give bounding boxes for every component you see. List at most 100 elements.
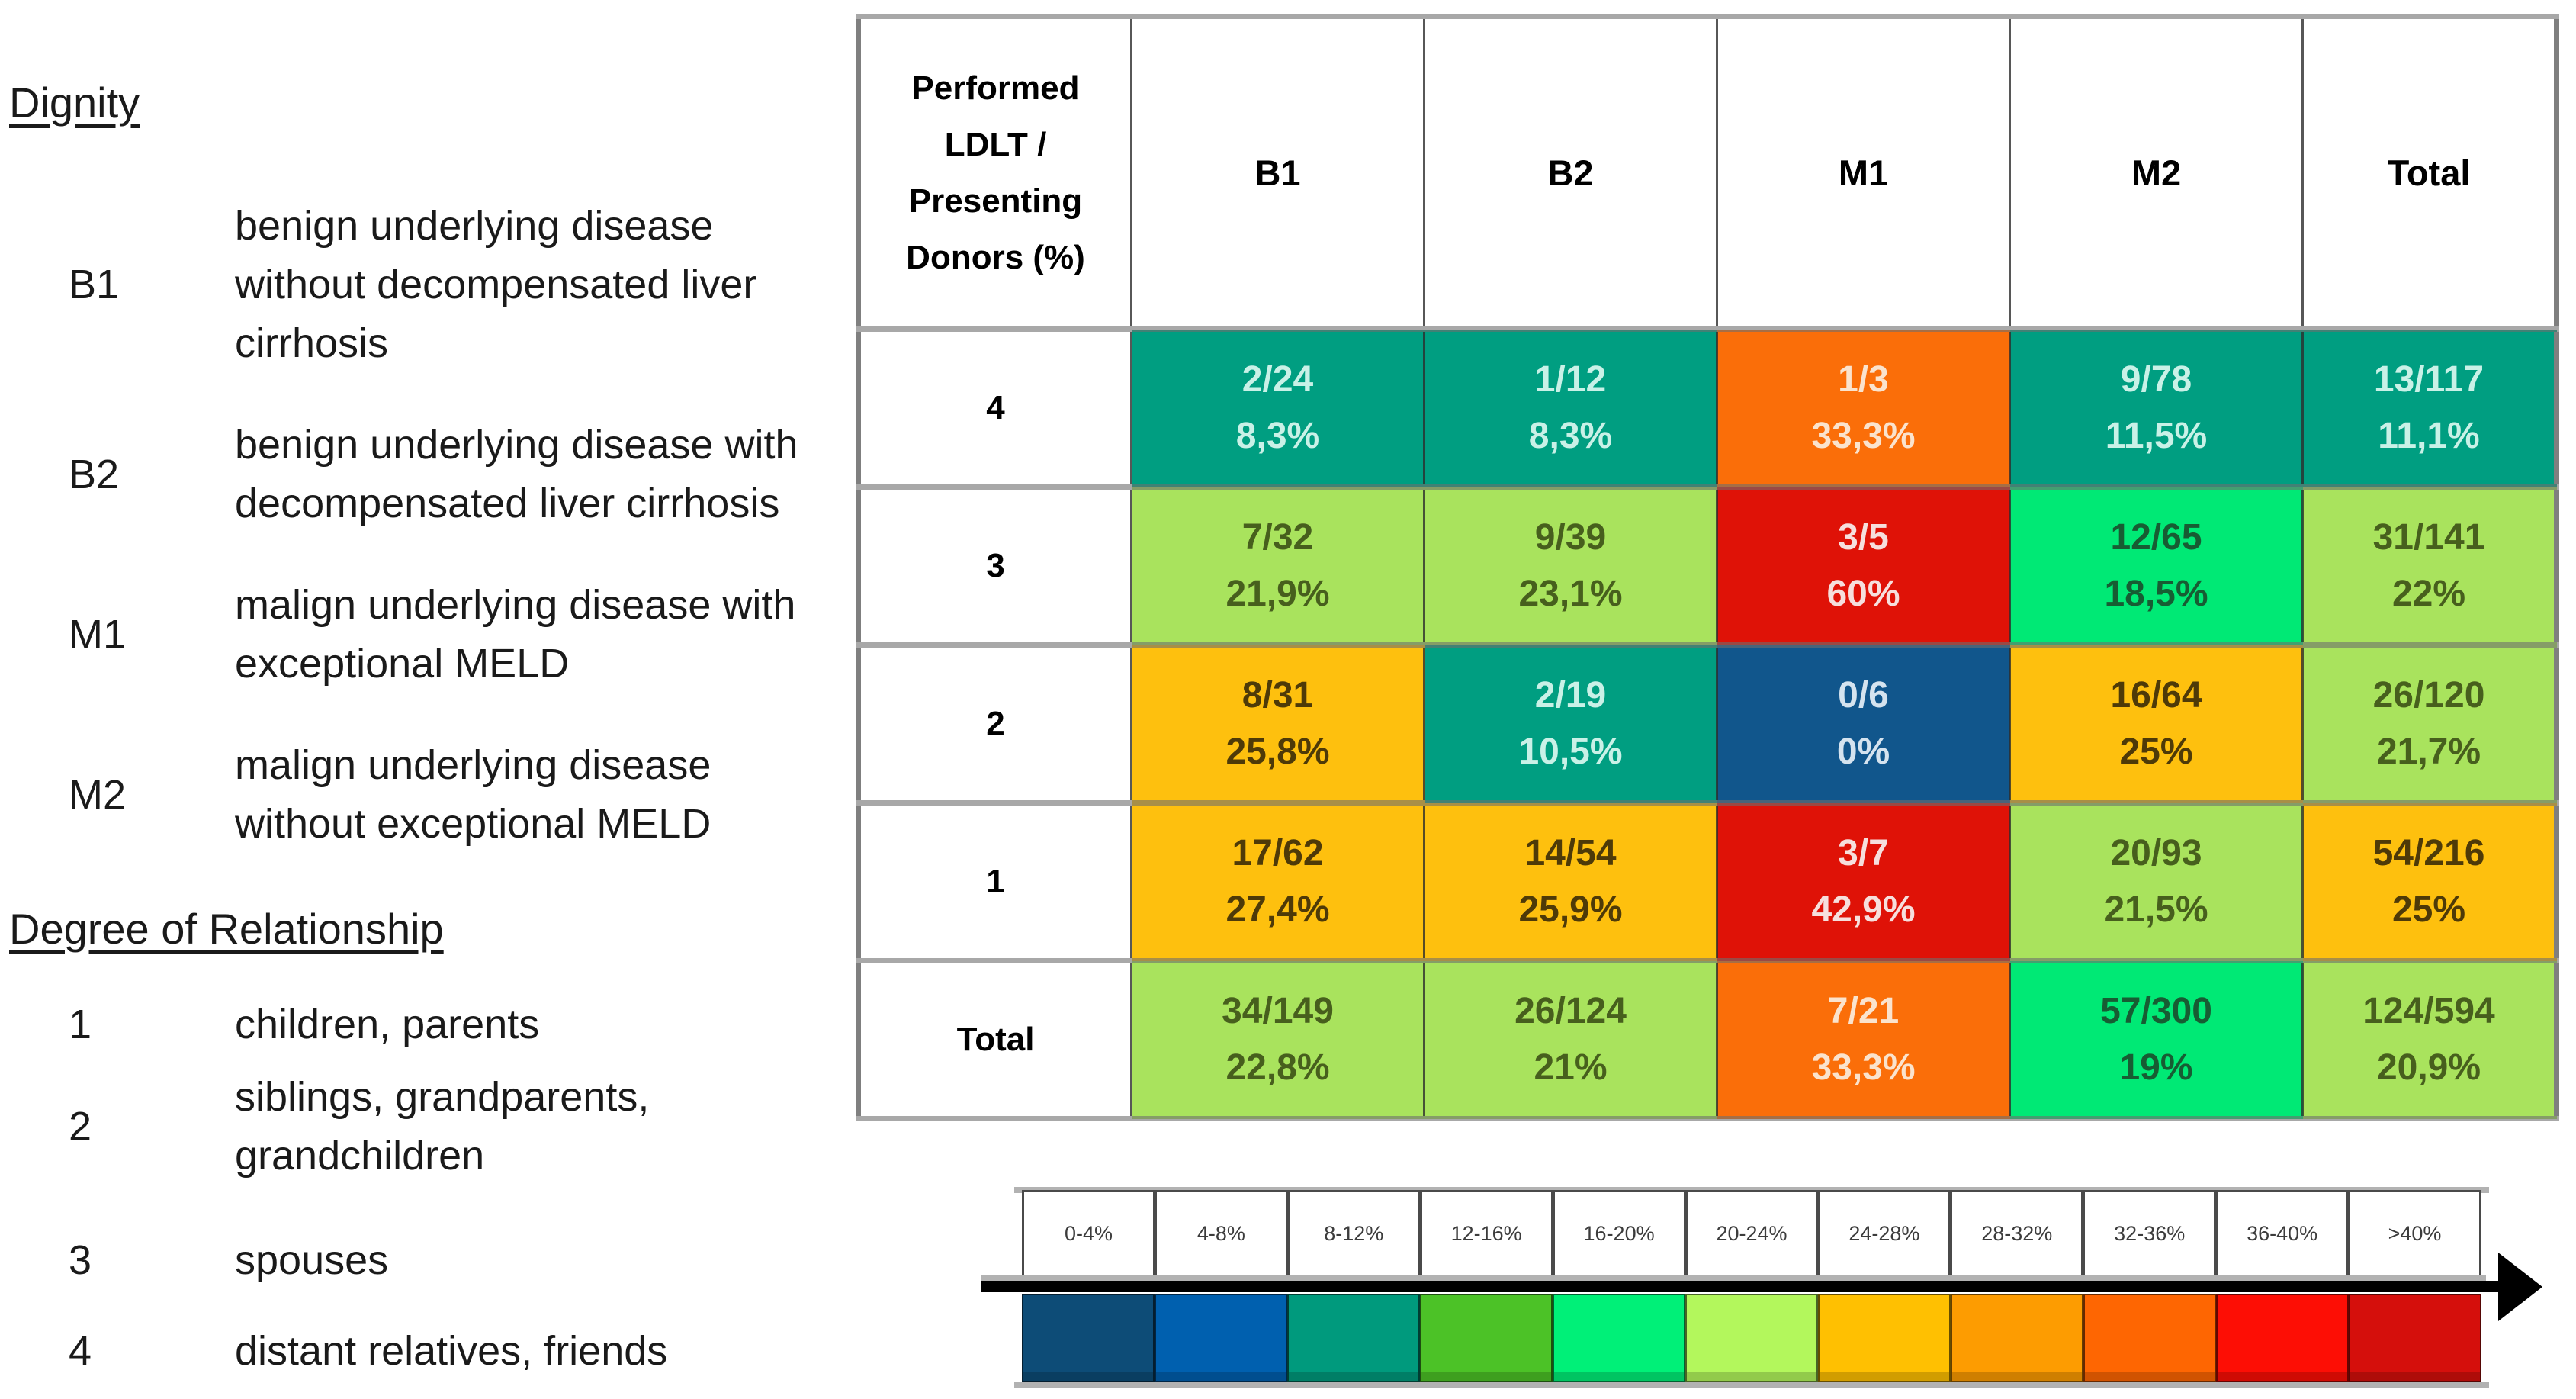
relationship-item-list: 1 children, parents 2 siblings, grandparent… <box>9 995 854 1381</box>
cell-percent: 20,9% <box>2376 1047 2481 1088</box>
scale-bin-label-text: 36-40% <box>2247 1221 2318 1245</box>
cell-3-B1: 7/32 21,9% <box>1130 484 1425 648</box>
legend-desc-line: benign underlying disease with <box>235 422 798 468</box>
cell-4-Total: 13/117 11,1% <box>2301 326 2558 490</box>
column-header-M2: M2 <box>2009 14 2304 332</box>
cell-percent: 0% <box>1836 732 1890 772</box>
cell-percent: 25,8% <box>1225 732 1330 772</box>
row-label-3: 3 <box>857 484 1132 648</box>
scale-bin-label-text: 28-32% <box>1981 1221 2053 1245</box>
cell-percent: 11,1% <box>2378 416 2480 456</box>
heatmap-container: Performed LDLT / Presenting Donors (%) B1… <box>856 14 2559 1121</box>
scale-bin-label: 24-28% <box>1818 1190 1951 1277</box>
cell-fraction: 9/78 <box>2120 359 2192 400</box>
legend-item: 1 children, parents <box>9 995 854 1054</box>
cell-3-B2: 9/39 23,1% <box>1423 484 1718 648</box>
scale-color-swatch <box>2349 1294 2481 1382</box>
cell-Total-M2: 57/300 19% <box>2009 958 2304 1121</box>
dignity-heading: Dignity <box>9 79 140 127</box>
cell-fraction: 26/120 <box>2372 675 2485 716</box>
legend-desc-line: children, parents <box>235 1002 540 1047</box>
cell-fraction: 0/6 <box>1838 675 1889 716</box>
cell-2-B1: 8/31 25,8% <box>1130 642 1425 806</box>
legend-desc-line: exceptional MELD <box>235 641 570 687</box>
legend-item: 4 distant relatives, friends <box>9 1322 854 1381</box>
cell-percent: 25% <box>2119 732 2193 772</box>
legend-item-code: M1 <box>69 611 127 658</box>
cell-fraction: 3/5 <box>1838 517 1889 558</box>
legend-item-desc: siblings, grandparents, grandchildren <box>235 1068 854 1185</box>
cell-fraction: 54/216 <box>2372 833 2485 873</box>
cell-Total-B2: 26/124 21% <box>1423 958 1718 1121</box>
cell-percent: 33,3% <box>1811 1047 1916 1088</box>
legend-desc-line: siblings, grandparents, <box>235 1074 650 1120</box>
cell-1-M2: 20/93 21,5% <box>2009 800 2304 963</box>
cell-1-B1: 17/62 27,4% <box>1130 800 1425 963</box>
column-header-B2: B2 <box>1423 14 1718 332</box>
legend-desc-line: cirrhosis <box>235 320 389 366</box>
legend-item: M2 malign underlying disease without excep… <box>9 736 854 854</box>
scale-color-swatch <box>1420 1294 1553 1382</box>
legend-item-desc: benign underlying disease with decompensa… <box>235 416 854 533</box>
legend-desc-line: distant relatives, friends <box>235 1328 668 1374</box>
category-legend: Dignity B1 benign underlying disease witho… <box>9 73 854 1381</box>
scale-bin-label: 36-40% <box>2216 1190 2350 1277</box>
cell-Total-Total: 124/594 20,9% <box>2301 958 2558 1121</box>
cell-percent: 21,9% <box>1225 574 1330 614</box>
scale-bin-labels: 0-4% 4-8% 8-12% 12-16% 16-20% 20-24% 24-28% 28-… <box>1022 1190 2481 1277</box>
row-label-1: 1 <box>857 800 1132 963</box>
scale-color-band <box>1022 1294 2481 1382</box>
cell-3-M2: 12/65 18,5% <box>2009 484 2304 648</box>
cell-percent: 25,9% <box>1518 889 1623 930</box>
scale-bin-label: 0-4% <box>1022 1190 1155 1277</box>
scale-bin-label-text: >40% <box>2388 1221 2442 1245</box>
legend-item-desc: malign underlying disease with exceptiona… <box>235 576 854 693</box>
corner-header-text: Performed LDLT / Presenting Donors (%) <box>906 69 1085 276</box>
legend-item-desc: children, parents <box>235 995 854 1054</box>
cell-2-M2: 16/64 25% <box>2009 642 2304 806</box>
scale-bin-label-text: 32-36% <box>2114 1221 2186 1245</box>
cell-percent: 42,9% <box>1811 889 1916 930</box>
legend-desc-line: without decompensated liver <box>235 262 757 307</box>
cell-2-Total: 26/120 21,7% <box>2301 642 2558 806</box>
cell-percent: 60% <box>1826 574 1900 614</box>
scale-arrowhead-icon <box>2498 1253 2542 1321</box>
cell-4-M2: 9/78 11,5% <box>2009 326 2304 490</box>
table-row: 1 17/62 27,4% 14/54 25,9% 3/7 42,9% 20/93 21,5% 5… <box>857 800 2558 963</box>
scale-bin-label: 4-8% <box>1155 1190 1288 1277</box>
cell-percent: 8,3% <box>1528 416 1613 456</box>
cell-fraction: 7/21 <box>1827 991 1900 1031</box>
legend-desc-line: spouses <box>235 1237 389 1283</box>
cell-2-B2: 2/19 10,5% <box>1423 642 1718 806</box>
scale-color-swatch <box>1287 1294 1420 1382</box>
cell-4-M1: 1/3 33,3% <box>1716 326 2011 490</box>
legend-item-code: M2 <box>69 771 127 818</box>
row-label-Total: Total <box>857 958 1132 1121</box>
legend-item: 3 spouses <box>9 1231 854 1290</box>
scale-bin-label-text: 0-4% <box>1064 1221 1113 1245</box>
scale-bin-label: 8-12% <box>1287 1190 1421 1277</box>
header-row: Performed LDLT / Presenting Donors (%) B1… <box>857 14 2558 332</box>
cell-fraction: 34/149 <box>1222 991 1334 1031</box>
table-row: 3 7/32 21,9% 9/39 23,1% 3/5 60% 12/65 18,5% 31/14… <box>857 484 2558 648</box>
row-label-4: 4 <box>857 326 1132 490</box>
legend-item-code: B1 <box>69 262 120 307</box>
scale-bottom-rule <box>1014 1382 2489 1388</box>
legend-item-desc: benign underlying disease without decompe… <box>235 197 854 373</box>
scale-bin-label: 32-36% <box>2083 1190 2217 1277</box>
cell-percent: 27,4% <box>1225 889 1330 930</box>
legend-desc-line: malign underlying disease with <box>235 582 796 628</box>
cell-fraction: 1/3 <box>1838 359 1889 400</box>
cell-percent: 11,5% <box>2105 416 2208 456</box>
scale-color-swatch <box>1553 1294 1685 1382</box>
cell-percent: 22% <box>2391 574 2466 614</box>
cell-1-M1: 3/7 42,9% <box>1716 800 2011 963</box>
scale-color-swatch <box>2216 1294 2349 1382</box>
cell-1-B2: 14/54 25,9% <box>1423 800 1718 963</box>
cell-percent: 21,7% <box>2376 732 2481 772</box>
scale-color-swatch <box>2083 1294 2216 1382</box>
scale-bin-label-text: 24-28% <box>1848 1221 1920 1245</box>
cell-fraction: 16/64 <box>2110 675 2202 716</box>
cell-fraction: 3/7 <box>1838 833 1889 873</box>
cell-fraction: 26/124 <box>1514 991 1627 1031</box>
